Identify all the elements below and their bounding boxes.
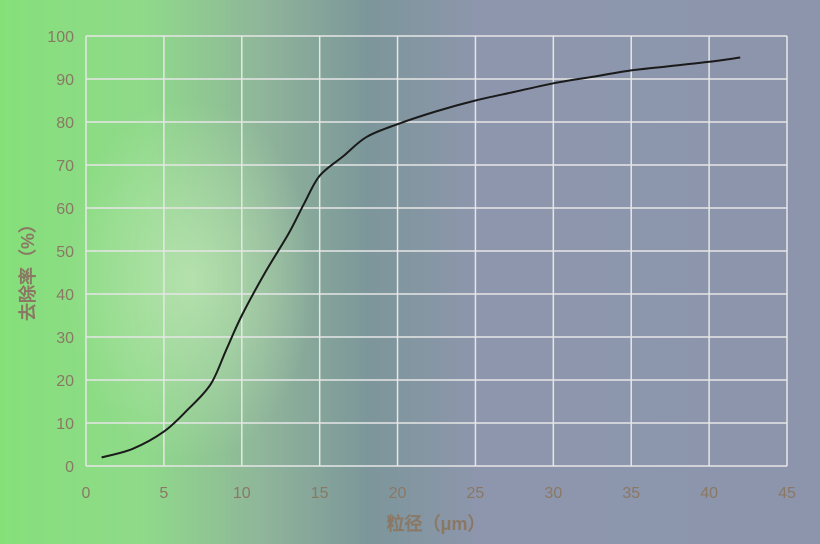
y-tick-label: 30 [56, 330, 74, 347]
x-tick-label: 40 [700, 485, 718, 502]
x-tick-label: 30 [544, 485, 562, 502]
y-tick-label: 90 [56, 72, 74, 89]
x-tick-label: 35 [622, 485, 640, 502]
y-tick-label: 60 [56, 201, 74, 218]
x-axis-label: 粒径（μm） [386, 513, 485, 534]
x-tick-label: 5 [159, 485, 168, 502]
x-tick-label: 25 [467, 485, 485, 502]
x-tick-label: 45 [778, 485, 796, 502]
y-tick-label: 0 [65, 459, 74, 476]
series-line [101, 56, 741, 459]
y-tick-label: 80 [56, 115, 74, 132]
tick-labels: 0 5 10 15 20 25 30 35 40 45 0 10 20 30 40 50 60 70 80 90 100 [47, 29, 796, 502]
y-tick-label: 100 [47, 29, 74, 46]
y-tick-label: 40 [56, 287, 74, 304]
y-axis-label: 去除率（%） [17, 215, 38, 321]
y-tick-label: 10 [56, 416, 74, 433]
y-tick-label: 50 [56, 244, 74, 261]
y-tick-label: 20 [56, 373, 74, 390]
y-tick-label: 70 [56, 158, 74, 175]
grid [85, 35, 788, 467]
x-tick-label: 0 [82, 485, 91, 502]
x-tick-label: 15 [311, 485, 329, 502]
x-tick-label: 20 [389, 485, 407, 502]
x-tick-label: 10 [233, 485, 251, 502]
